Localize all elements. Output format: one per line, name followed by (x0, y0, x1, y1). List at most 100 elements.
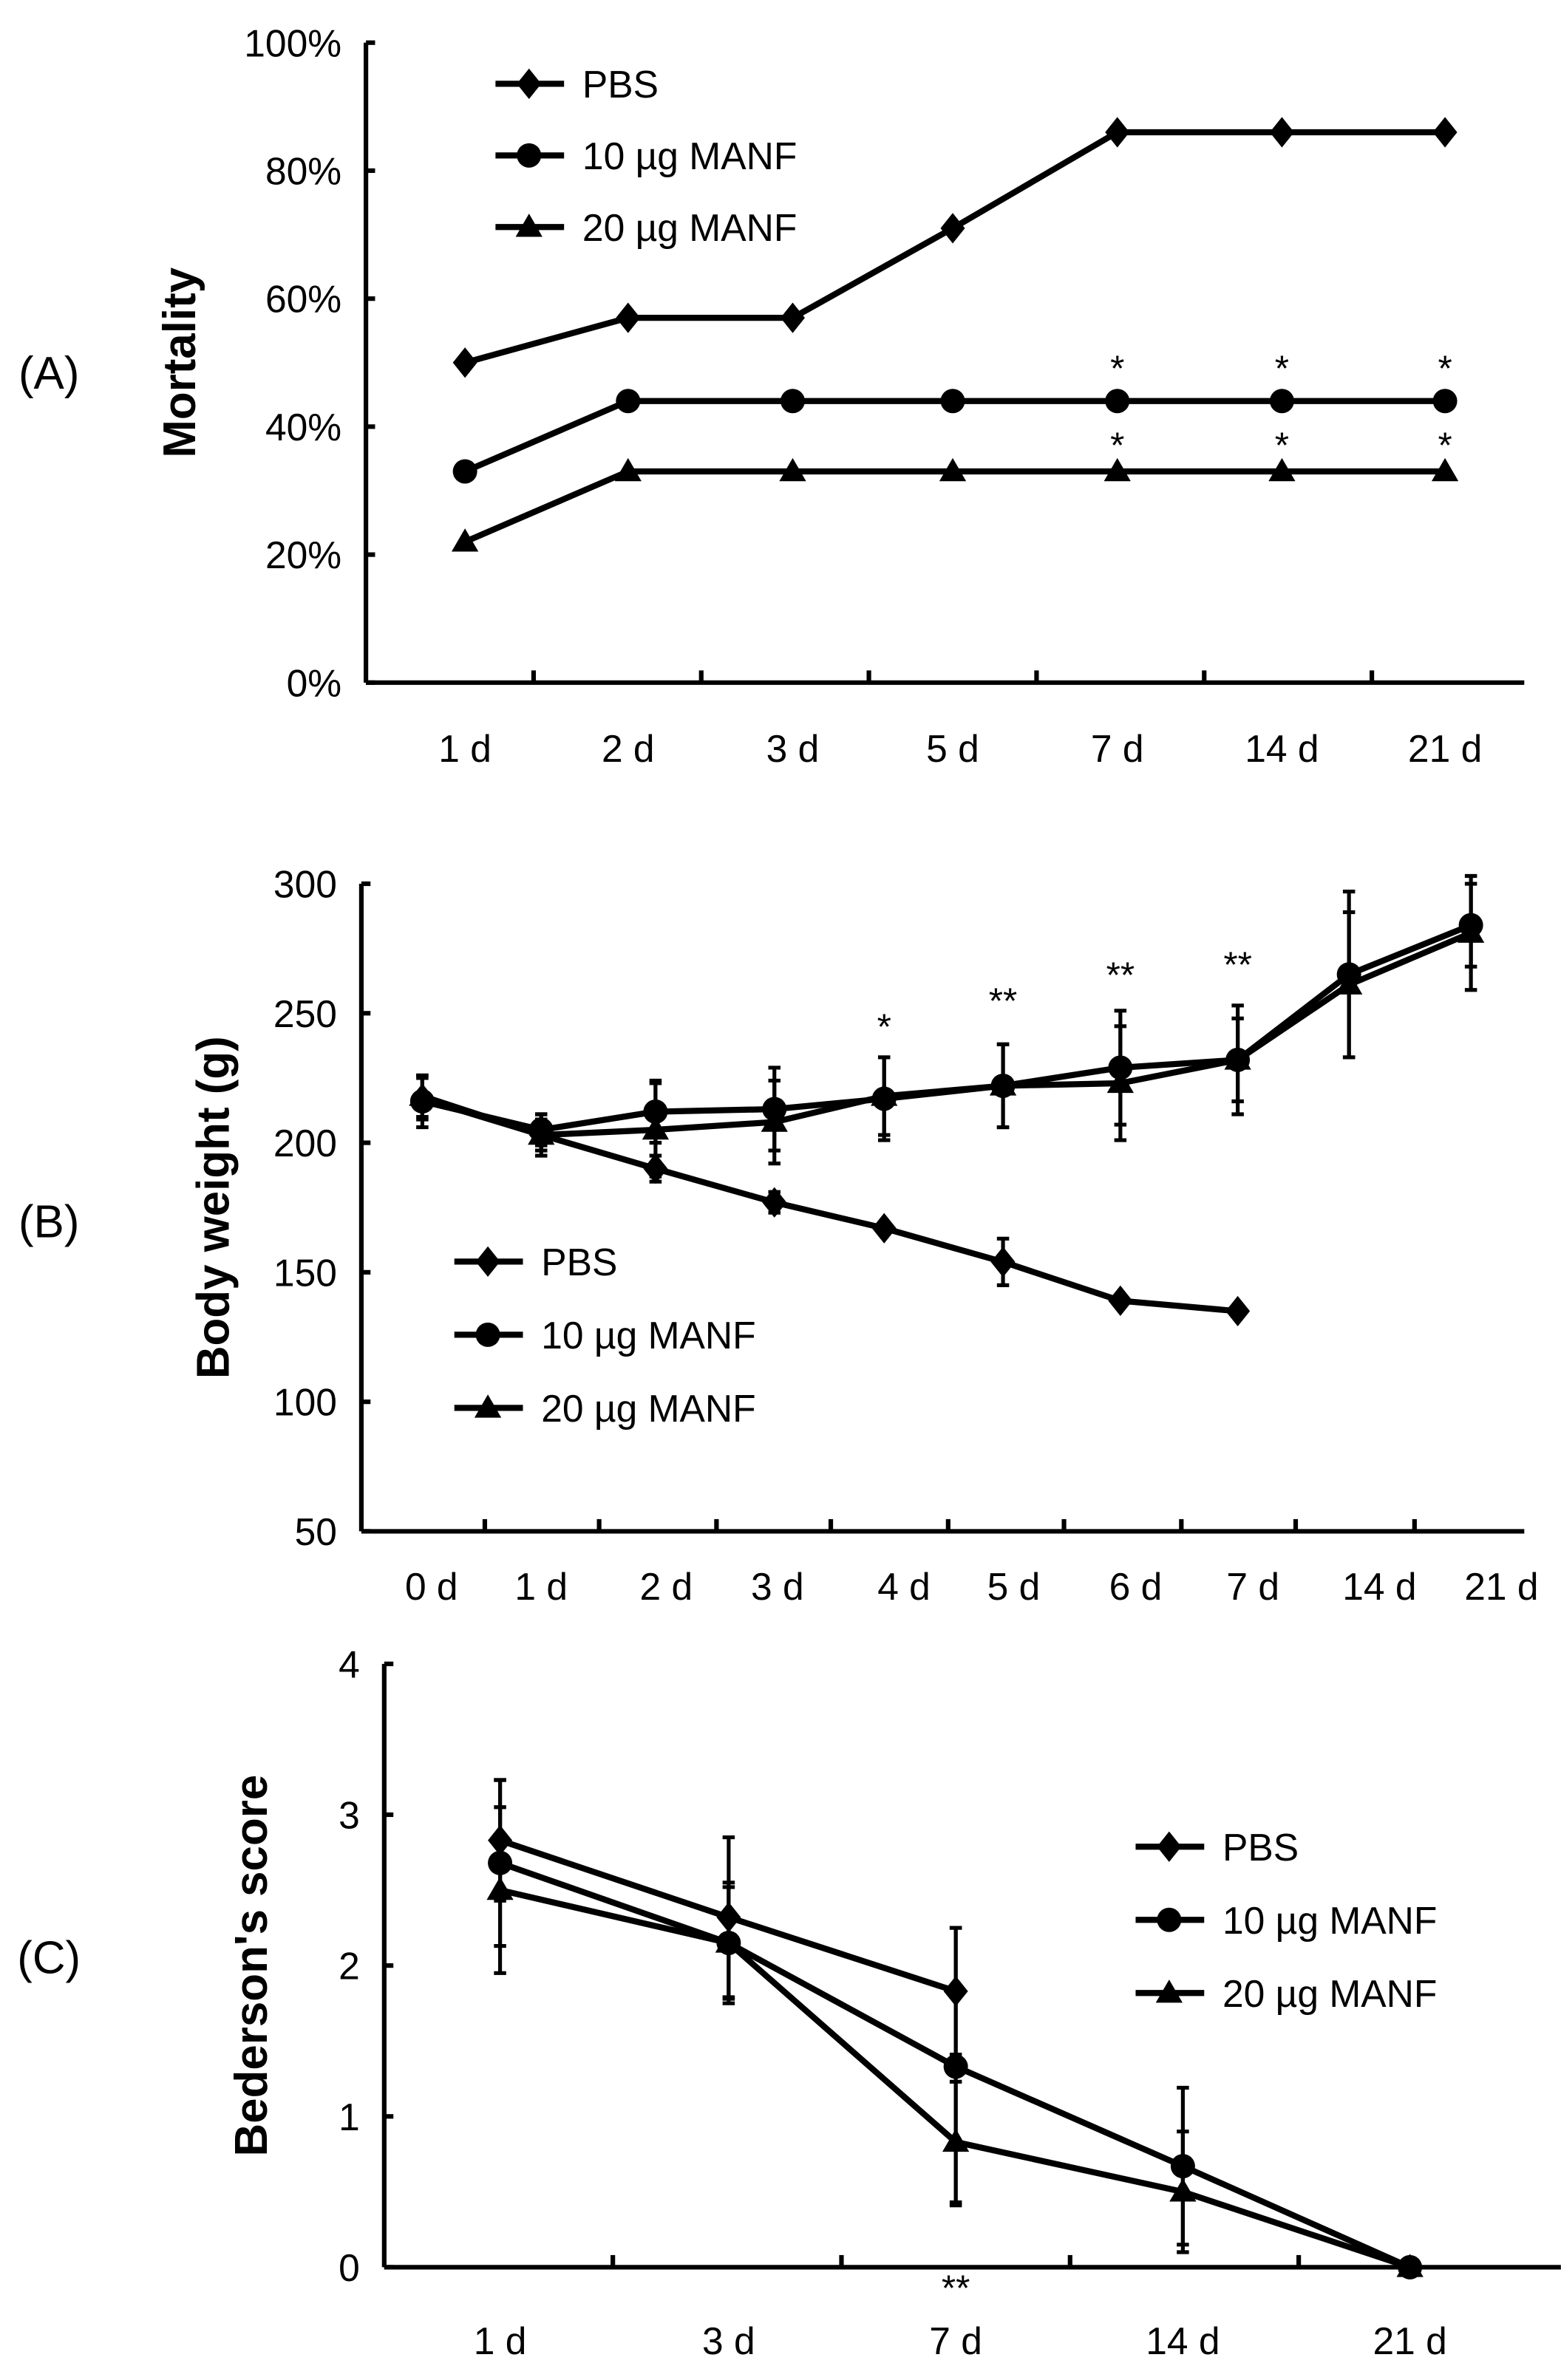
circle-marker (517, 143, 542, 168)
triangle-marker (1457, 919, 1485, 943)
triangle-marker (1268, 457, 1296, 482)
triangle-marker (942, 2128, 970, 2152)
circle-marker (940, 389, 965, 414)
significance-marker: * (1275, 349, 1289, 389)
x-tick-label: 1 d (514, 1565, 568, 1608)
legend-entry: PBS (454, 1241, 617, 1283)
y-tick-label: 1 (339, 2096, 360, 2138)
diamond-marker (871, 1213, 897, 1244)
diamond-marker (762, 1187, 787, 1218)
series-line (421, 922, 1472, 1133)
y-tick-label: 250 (273, 992, 337, 1035)
y-tick-label: 0% (287, 661, 342, 704)
circle-marker (1432, 389, 1458, 414)
diamond-marker (1108, 1285, 1133, 1317)
triangle-marker (1103, 457, 1131, 482)
series-line (421, 930, 1472, 1139)
x-tick-label: 7 d (1091, 727, 1144, 770)
x-tick-label: 7 d (929, 2319, 982, 2362)
triangle-marker (989, 1072, 1017, 1096)
chart-panel-2: 0 1 2 3 4 1 d 3 d 7 d 14 d 21 d (C) Bederson's scor… (17, 1643, 1561, 2362)
legend-entry: 10 µg MANF (495, 134, 797, 177)
y-tick-label: 60% (265, 278, 341, 321)
significance-marker: ** (989, 981, 1018, 1022)
circle-marker (1157, 1907, 1182, 1932)
series-triangle (409, 873, 1485, 1179)
diamond-marker (990, 1247, 1016, 1278)
x-tick-label: 7 d (1226, 1565, 1279, 1608)
legend-label: PBS (541, 1241, 617, 1283)
y-tick-label: 300 (273, 863, 337, 906)
series-line (463, 468, 1446, 545)
legend-label: 20 µg MANF (582, 206, 797, 249)
panel-label: (C) (17, 1932, 81, 1983)
legend-label: 10 µg MANF (1222, 1899, 1437, 1942)
diamond-marker (1269, 117, 1294, 148)
significance-marker: * (1275, 425, 1289, 466)
y-axis-title: Mortality (154, 267, 205, 457)
legend-entry: 20 µg MANF (1135, 1972, 1437, 2015)
legend-label: PBS (1222, 1826, 1299, 1869)
x-tick-label: 3 d (751, 1565, 804, 1608)
triangle-marker (642, 1116, 670, 1140)
significance-marker: * (877, 1007, 891, 1048)
x-tick-label: 14 d (1342, 1565, 1416, 1608)
y-tick-label: 150 (273, 1251, 337, 1294)
x-tick-label: 3 d (702, 2319, 755, 2362)
panel-label: (B) (18, 1196, 79, 1247)
x-tick-label: 5 d (926, 727, 979, 770)
significance-marker: ** (1106, 955, 1135, 995)
series-line (421, 1096, 1238, 1315)
legend-entry: 20 µg MANF (454, 1387, 756, 1430)
y-tick-label: 20% (265, 533, 341, 576)
diamond-marker (1225, 1295, 1251, 1327)
legend-label: 20 µg MANF (541, 1387, 755, 1430)
x-tick-label: 21 d (1464, 1565, 1538, 1608)
significance-marker: * (1438, 425, 1452, 466)
diamond-marker (1105, 117, 1130, 148)
y-tick-label: 0 (339, 2246, 360, 2289)
x-tick-label: 21 d (1373, 2319, 1446, 2362)
legend-label: 10 µg MANF (541, 1314, 755, 1357)
circle-marker (475, 1322, 500, 1347)
legend-label: 20 µg MANF (1222, 1972, 1437, 2015)
x-tick-label: 4 d (877, 1565, 931, 1608)
diamond-marker (517, 68, 542, 100)
x-tick-label: 1 d (474, 2319, 527, 2362)
y-tick-label: 2 (339, 1945, 360, 1988)
legend-label: 10 µg MANF (582, 134, 797, 177)
x-tick-label: 5 d (987, 1565, 1041, 1608)
y-tick-label: 4 (339, 1643, 360, 1685)
legend-entry: 10 µg MANF (454, 1314, 756, 1357)
significance-marker: * (1110, 425, 1124, 466)
x-tick-label: 21 d (1408, 727, 1482, 770)
legend-entry: 10 µg MANF (1135, 1899, 1437, 1942)
chart-panel-1: 50 100 150 200 250 300 0 d 1 d 2 d 3 d 4 d 5 d 6 d 7 … (18, 863, 1539, 1609)
triangle-marker (1431, 457, 1459, 482)
x-tick-label: 2 d (640, 1565, 693, 1608)
circle-marker (1105, 389, 1130, 414)
x-tick-label: 0 d (405, 1565, 458, 1608)
y-tick-label: 100% (244, 21, 341, 64)
diamond-marker (616, 302, 641, 333)
y-tick-label: 200 (273, 1122, 337, 1165)
significance-marker: * (1110, 349, 1124, 389)
y-axis-title: Body weight (g) (188, 1036, 239, 1379)
triangle-marker (871, 1082, 898, 1106)
triangle-marker (779, 457, 806, 482)
diamond-marker (452, 347, 477, 378)
triangle-marker (409, 1082, 436, 1106)
x-tick-label: 14 d (1245, 727, 1319, 770)
triangle-marker (1106, 1069, 1134, 1094)
y-tick-label: 3 (339, 1794, 360, 1837)
circle-marker (943, 2054, 968, 2079)
legend-entry: PBS (1135, 1826, 1299, 1869)
y-tick-label: 40% (265, 406, 341, 449)
triangle-marker (614, 457, 642, 482)
series-triangle (486, 1805, 1424, 2277)
significance-marker: ** (942, 2268, 970, 2309)
legend-entry: 20 µg MANF (495, 206, 797, 249)
diamond-marker (1432, 117, 1458, 148)
series-triangle (451, 457, 1459, 552)
triangle-marker (1155, 1980, 1183, 2003)
